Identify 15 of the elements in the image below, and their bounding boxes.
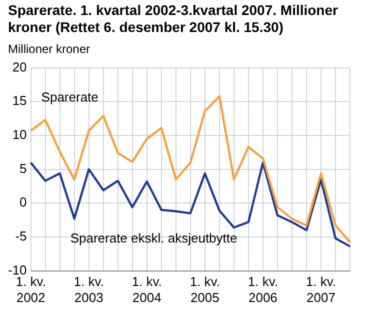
y-tick-label: -5 <box>15 228 27 244</box>
y-axis-title: Millioner kroner <box>8 42 92 56</box>
x-tick-label: 1. kv. 2007 <box>306 274 336 305</box>
y-tick-label: 0 <box>20 194 27 210</box>
series-label: Sparerate ekskl. aksjeutbytte <box>70 230 238 246</box>
x-tick-label: 1. kv. 2003 <box>74 274 104 305</box>
x-tick-label: 1. kv. 2004 <box>132 274 162 305</box>
y-tick-label: 20 <box>12 59 27 74</box>
chart-title: Sparerate. 1. kvartal 2002-3.kvartal 2007. Millioner kroner (Rettet 6. desember 2007 kl. 15.30) <box>8 2 339 36</box>
y-tick-label: 10 <box>12 127 27 142</box>
x-tick-label: 1. kv. 2005 <box>190 274 220 305</box>
y-tick-label: 15 <box>12 93 27 108</box>
series-label: Sparerate <box>41 89 98 104</box>
x-tick-label: 1. kv. 2006 <box>248 274 278 305</box>
y-tick-label: 5 <box>20 160 27 176</box>
